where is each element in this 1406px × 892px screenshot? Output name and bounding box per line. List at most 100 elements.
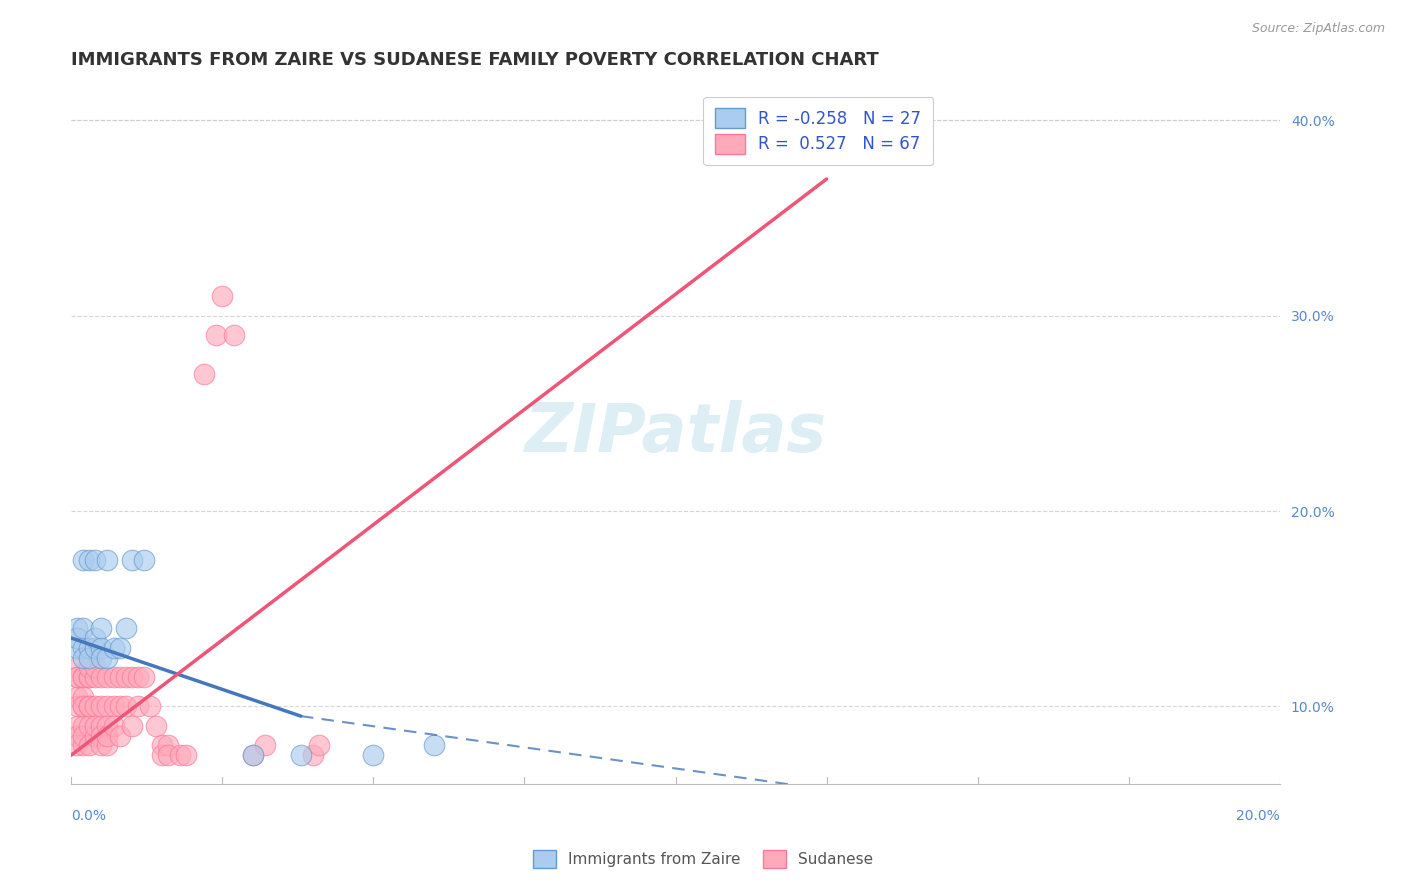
Point xyxy=(108,670,131,684)
Point xyxy=(90,640,112,655)
Point xyxy=(90,699,112,714)
Point xyxy=(363,748,385,763)
Point xyxy=(96,650,118,665)
Point xyxy=(96,670,118,684)
Point xyxy=(66,690,89,704)
Point xyxy=(253,739,276,753)
Point xyxy=(90,670,112,684)
Point xyxy=(90,621,112,635)
Point xyxy=(114,670,136,684)
Point xyxy=(127,670,149,684)
Point xyxy=(84,670,107,684)
Point xyxy=(72,670,94,684)
Point xyxy=(72,699,94,714)
Point xyxy=(145,719,167,733)
Point xyxy=(193,368,215,382)
Point xyxy=(242,748,264,763)
Point xyxy=(308,739,330,753)
Point xyxy=(79,670,101,684)
Point xyxy=(72,650,94,665)
Point xyxy=(66,640,89,655)
Text: ZIPatlas: ZIPatlas xyxy=(524,400,827,466)
Point xyxy=(108,729,131,743)
Point xyxy=(66,660,89,674)
Point xyxy=(156,739,179,753)
Point xyxy=(211,289,233,303)
Point xyxy=(242,748,264,763)
Point xyxy=(174,748,197,763)
Point xyxy=(79,553,101,567)
Point xyxy=(72,621,94,635)
Point xyxy=(156,748,179,763)
Point xyxy=(127,699,149,714)
Point xyxy=(66,621,89,635)
Point xyxy=(224,328,246,343)
Point xyxy=(79,640,101,655)
Point xyxy=(79,699,101,714)
Point xyxy=(66,729,89,743)
Point xyxy=(103,670,125,684)
Point xyxy=(84,719,107,733)
Point xyxy=(169,748,191,763)
Text: 0.0%: 0.0% xyxy=(72,809,107,823)
Point xyxy=(66,699,89,714)
Point xyxy=(72,553,94,567)
Point xyxy=(108,699,131,714)
Point xyxy=(302,748,325,763)
Point xyxy=(79,650,101,665)
Point xyxy=(103,640,125,655)
Text: 20.0%: 20.0% xyxy=(1236,809,1279,823)
Point xyxy=(79,660,101,674)
Point xyxy=(72,699,94,714)
Point xyxy=(121,719,143,733)
Point xyxy=(79,699,101,714)
Legend: Immigrants from Zaire, Sudanese: Immigrants from Zaire, Sudanese xyxy=(526,844,880,873)
Point xyxy=(103,699,125,714)
Point xyxy=(132,553,155,567)
Point xyxy=(84,640,107,655)
Point xyxy=(79,670,101,684)
Point xyxy=(66,739,89,753)
Point xyxy=(90,729,112,743)
Point xyxy=(114,621,136,635)
Point xyxy=(72,640,94,655)
Point xyxy=(132,670,155,684)
Point xyxy=(139,699,162,714)
Point xyxy=(96,699,118,714)
Point xyxy=(72,670,94,684)
Text: IMMIGRANTS FROM ZAIRE VS SUDANESE FAMILY POVERTY CORRELATION CHART: IMMIGRANTS FROM ZAIRE VS SUDANESE FAMILY… xyxy=(72,51,879,69)
Point xyxy=(96,739,118,753)
Point xyxy=(205,328,228,343)
Point xyxy=(66,670,89,684)
Point xyxy=(90,650,112,665)
Point xyxy=(121,670,143,684)
Point xyxy=(66,670,89,684)
Point xyxy=(96,729,118,743)
Point xyxy=(79,640,101,655)
Point xyxy=(121,553,143,567)
Point xyxy=(90,719,112,733)
Point xyxy=(96,719,118,733)
Point xyxy=(84,699,107,714)
Point xyxy=(79,719,101,733)
Legend: R = -0.258   N = 27, R =  0.527   N = 67: R = -0.258 N = 27, R = 0.527 N = 67 xyxy=(703,96,934,165)
Point xyxy=(72,690,94,704)
Point xyxy=(72,719,94,733)
Point xyxy=(66,631,89,645)
Point xyxy=(150,739,173,753)
Point xyxy=(72,739,94,753)
Point xyxy=(72,729,94,743)
Point xyxy=(84,553,107,567)
Point xyxy=(290,748,312,763)
Point xyxy=(84,660,107,674)
Point xyxy=(84,631,107,645)
Point xyxy=(66,719,89,733)
Point xyxy=(84,729,107,743)
Point xyxy=(423,739,446,753)
Text: Source: ZipAtlas.com: Source: ZipAtlas.com xyxy=(1251,22,1385,36)
Point xyxy=(114,699,136,714)
Point xyxy=(79,739,101,753)
Point xyxy=(96,553,118,567)
Point xyxy=(108,640,131,655)
Point xyxy=(90,739,112,753)
